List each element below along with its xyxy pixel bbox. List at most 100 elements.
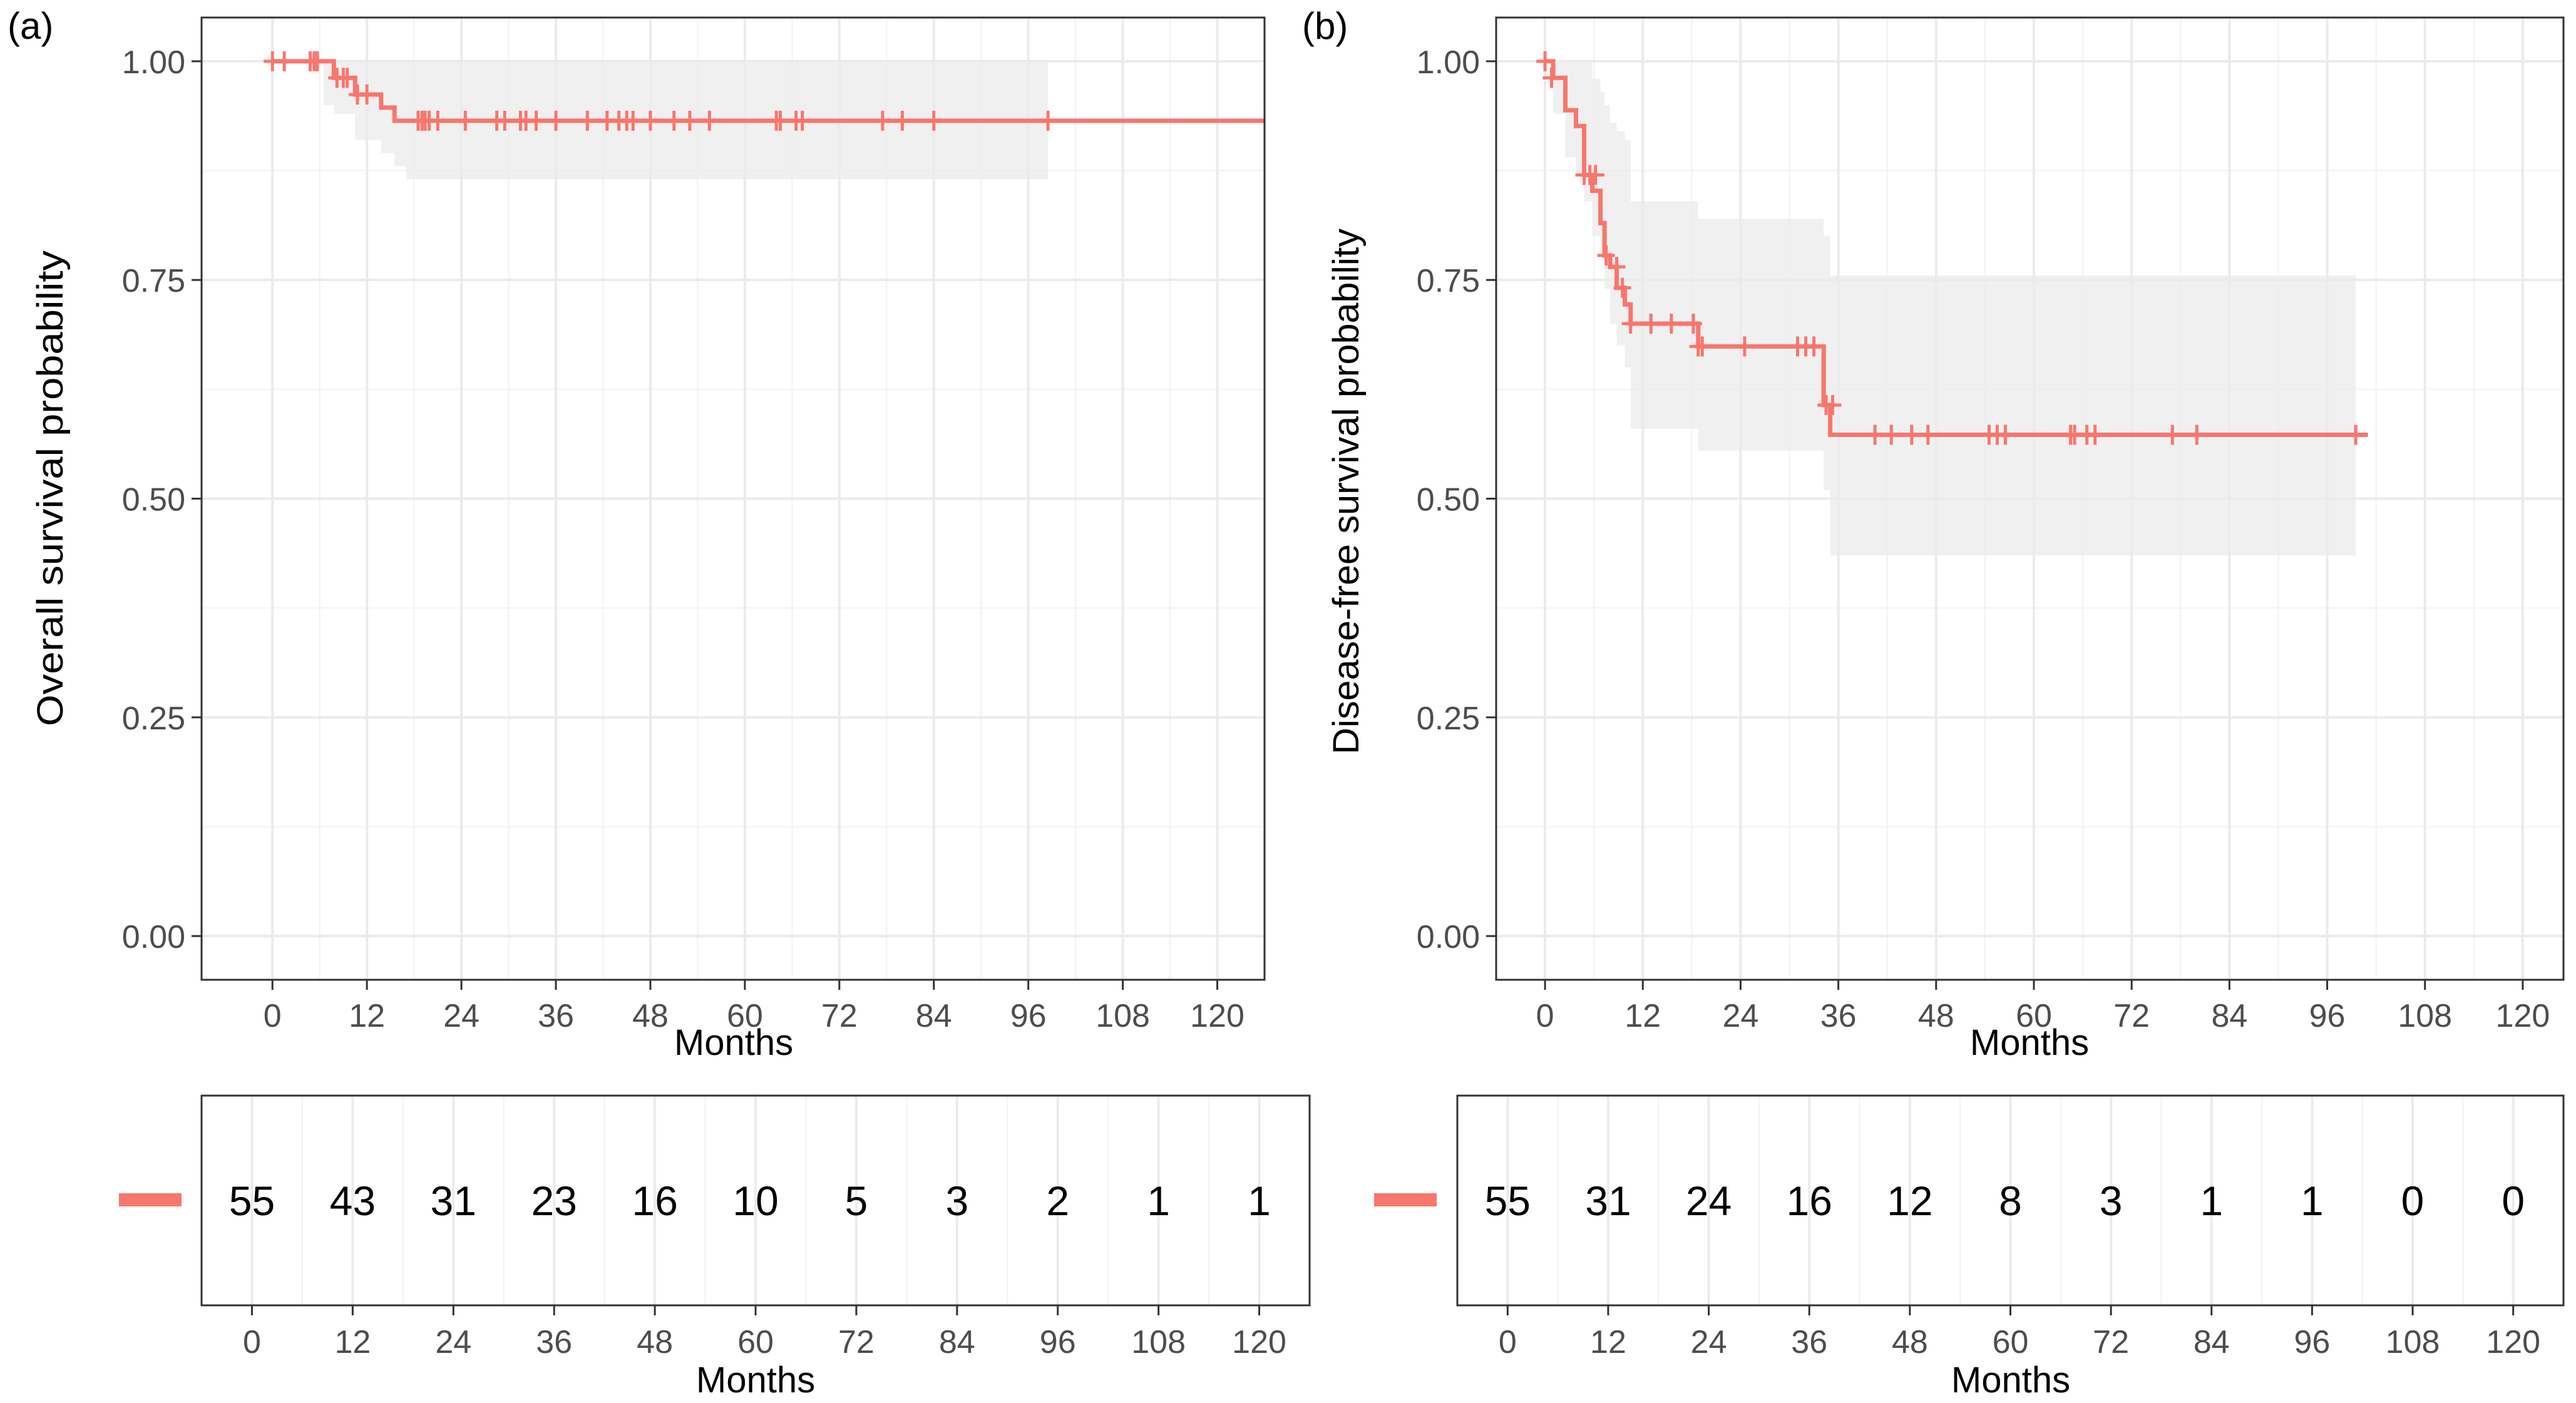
censor-mark	[1039, 110, 1057, 131]
risk-count: 5	[845, 1178, 868, 1224]
censor-mark	[1684, 314, 1702, 334]
censor-mark	[1919, 424, 1937, 445]
risk-count: 3	[945, 1178, 968, 1224]
censor-mark	[893, 110, 911, 131]
panel-a-risk-table-x-axis-title: Months	[696, 1360, 815, 1400]
risk-table-x-tick-label: 48	[1892, 1324, 1928, 1360]
risk-count: 1	[2301, 1178, 2324, 1224]
y-tick-label: 0.25	[1417, 701, 1480, 737]
panel-b-x-axis: 0 12 24 36 48 60 72 84 96 108 120	[1536, 980, 2550, 1034]
panel-label-a: (a)	[8, 5, 53, 47]
x-tick-label: 108	[1096, 998, 1150, 1034]
x-tick-label: 60	[2016, 998, 2052, 1034]
panel-a-risk-table-gridlines	[250, 1096, 1261, 1305]
panel-b-risk-table-x-axis-title: Months	[1951, 1360, 2070, 1400]
y-tick-label: 0.25	[122, 701, 185, 737]
censor-mark	[1693, 336, 1711, 357]
censor-mark	[624, 110, 642, 131]
x-tick-label: 48	[1918, 998, 1954, 1034]
risk-count: 0	[2502, 1178, 2525, 1224]
risk-table-x-tick-label: 48	[637, 1324, 673, 1360]
y-tick-label: 0.50	[1417, 482, 1480, 518]
panel-b-risk-table-x-axis: 0 12 24 36 48 60 72 84 96 108 120	[1499, 1305, 2540, 1360]
risk-count: 55	[1485, 1178, 1531, 1224]
risk-table-x-tick-label: 36	[1791, 1324, 1827, 1360]
risk-table-x-tick-label: 60	[1993, 1324, 2029, 1360]
censor-mark	[1608, 257, 1626, 277]
x-tick-label: 24	[443, 998, 480, 1034]
censor-mark	[925, 110, 943, 131]
risk-count: 16	[1787, 1178, 1832, 1224]
censor-mark	[308, 51, 326, 71]
censor-mark	[1824, 394, 1842, 415]
risk-count: 2	[1046, 1178, 1069, 1224]
risk-table-x-tick-label: 108	[2386, 1324, 2440, 1360]
y-tick-label: 1.00	[1417, 44, 1480, 81]
censor-mark	[275, 51, 294, 71]
censor-mark	[641, 110, 659, 131]
risk-table-x-tick-label: 24	[435, 1324, 471, 1360]
censor-mark	[2188, 424, 2206, 445]
panel-b-risk-table-gridlines	[1506, 1096, 2515, 1305]
risk-table-x-tick-label: 0	[243, 1324, 261, 1360]
risk-count: 12	[1887, 1178, 1932, 1224]
x-tick-label: 72	[821, 998, 858, 1034]
risk-table-x-tick-label: 84	[2194, 1324, 2230, 1360]
censor-mark	[1996, 424, 2014, 445]
x-tick-label: 48	[632, 998, 669, 1034]
panel-b-risk-legend-key	[1374, 1193, 1437, 1206]
censor-mark	[1586, 165, 1604, 185]
risk-count: 31	[1585, 1178, 1631, 1224]
censor-mark	[1902, 424, 1921, 445]
risk-count: 10	[732, 1178, 778, 1224]
risk-count: 3	[2100, 1178, 2123, 1224]
risk-table-x-tick-label: 120	[2486, 1324, 2540, 1360]
panel-a-x-axis: 0 12 24 36 48 60 72 84 96 108 120	[264, 980, 1244, 1034]
risk-count: 1	[1147, 1178, 1170, 1224]
risk-table-x-tick-label: 24	[1691, 1324, 1727, 1360]
x-tick-label: 84	[2211, 998, 2247, 1034]
panel-b-x-axis-title: Months	[1970, 1022, 2089, 1063]
x-tick-label: 0	[1536, 998, 1554, 1034]
risk-count: 55	[229, 1178, 275, 1224]
censor-mark	[456, 110, 475, 131]
risk-table-x-tick-label: 96	[1040, 1324, 1076, 1360]
panel-a-x-axis-title: Months	[674, 1022, 793, 1063]
panel-a: (a) 0.000.250.500.751.00 0 12 24 36 48 60 72 84…	[8, 5, 1311, 1400]
censor-mark	[527, 110, 545, 131]
risk-count: 24	[1686, 1178, 1732, 1224]
censor-mark	[1662, 314, 1680, 334]
censor-mark	[578, 110, 597, 131]
panel-a-y-axis-title: Overall survival probability	[30, 250, 71, 726]
y-tick-label: 0.00	[1417, 919, 1480, 955]
risk-count: 1	[1248, 1178, 1271, 1224]
x-tick-label: 96	[2309, 998, 2346, 1034]
panel-a-censor-marks	[264, 51, 1057, 131]
censor-mark	[1642, 314, 1660, 334]
y-tick-label: 1.00	[122, 44, 185, 81]
censor-mark	[873, 110, 891, 131]
risk-table-x-tick-label: 120	[1232, 1324, 1286, 1360]
risk-count: 31	[431, 1178, 476, 1224]
risk-table-x-tick-label: 72	[2093, 1324, 2129, 1360]
censor-mark	[1542, 68, 1561, 88]
censor-mark	[680, 110, 699, 131]
censor-mark	[358, 84, 376, 105]
risk-table-x-tick-label: 12	[1590, 1324, 1626, 1360]
x-tick-label: 12	[349, 998, 385, 1034]
x-tick-label: 36	[1820, 998, 1857, 1034]
panel-a-risk-legend-key	[119, 1193, 182, 1206]
x-tick-label: 60	[727, 998, 763, 1034]
censor-mark	[2086, 424, 2104, 445]
censor-mark	[1536, 51, 1554, 71]
y-tick-label: 0.00	[122, 919, 185, 955]
x-tick-label: 0	[264, 998, 282, 1034]
risk-count: 23	[531, 1178, 577, 1224]
risk-table-x-tick-label: 84	[939, 1324, 975, 1360]
risk-count: 0	[2401, 1178, 2425, 1224]
panel-label-b: (b)	[1302, 5, 1348, 47]
risk-table-x-tick-label: 36	[536, 1324, 572, 1360]
x-tick-label: 120	[1190, 998, 1244, 1034]
censor-mark	[1882, 424, 1901, 445]
censor-mark	[2347, 424, 2365, 445]
